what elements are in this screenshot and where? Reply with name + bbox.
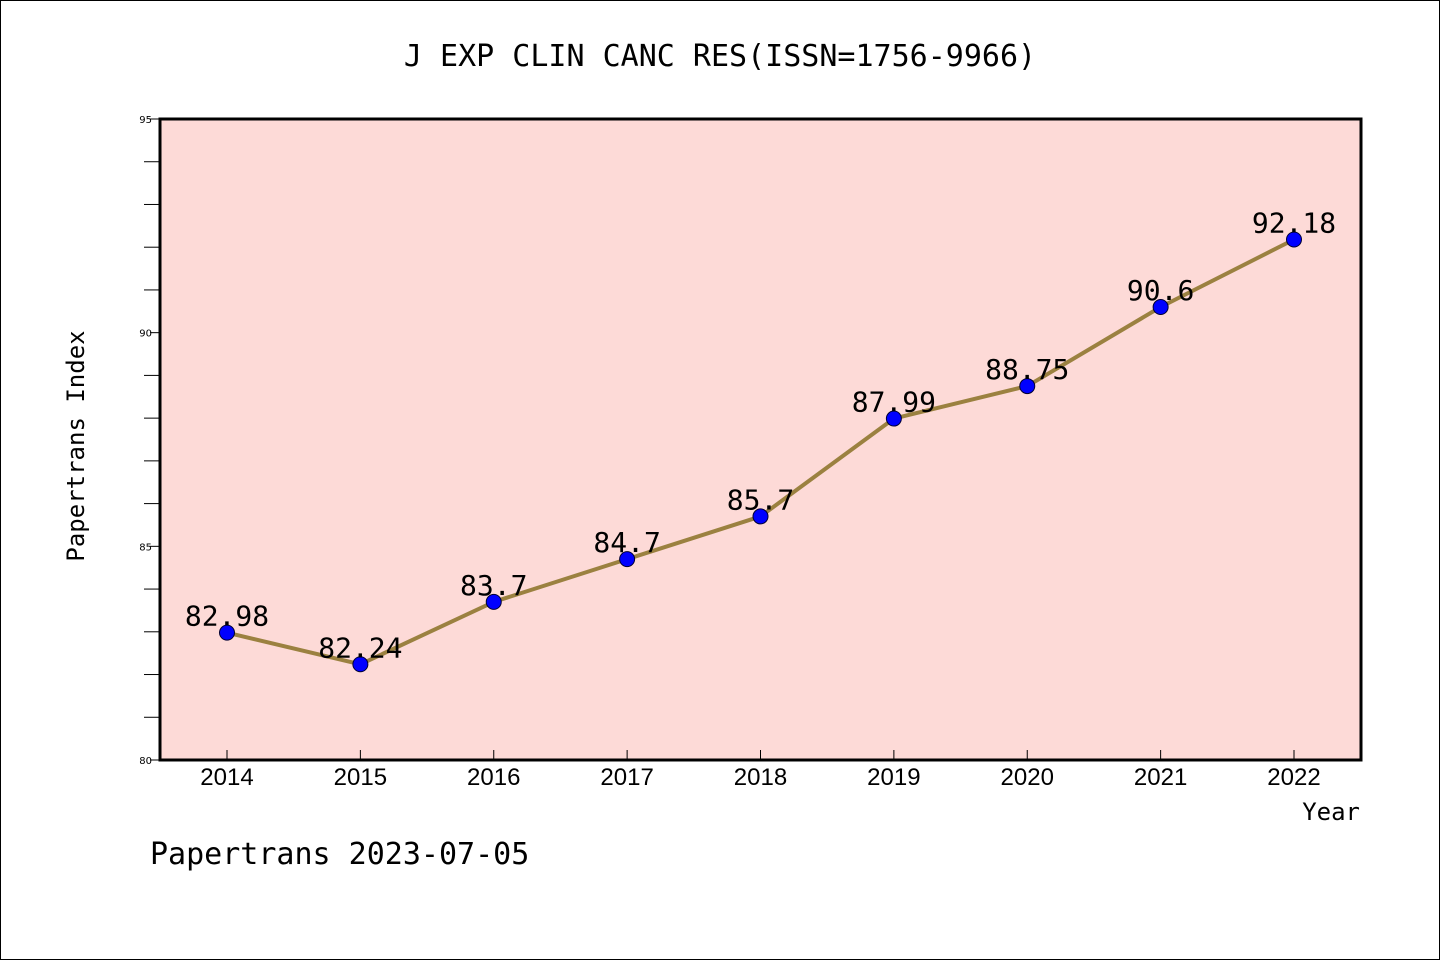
- x-tick-label: 2020: [1001, 764, 1054, 791]
- data-label: 85.7: [727, 483, 794, 516]
- data-labels: 82.98 82.24 83.7 84.7 85.7 87.99 88.75 90.6 92.1…: [185, 207, 1336, 665]
- data-label: 90.6: [1127, 274, 1194, 307]
- y-tick-label: 95: [139, 115, 152, 126]
- x-axis-label: Year: [1302, 798, 1360, 826]
- footer-text: Papertrans 2023-07-05: [150, 837, 529, 872]
- y-tick-label: 90: [139, 329, 152, 340]
- data-label: 82.24: [318, 631, 402, 664]
- x-tick-label: 2021: [1134, 764, 1187, 791]
- data-point: [485, 593, 502, 610]
- data-point: [619, 551, 636, 568]
- data-points: [219, 231, 1302, 673]
- data-point: [752, 508, 769, 525]
- data-point: [219, 624, 235, 641]
- data-label: 84.7: [593, 526, 660, 559]
- x-tick-label: 2022: [1267, 764, 1320, 791]
- x-tick-label: 2014: [200, 764, 253, 791]
- data-point: [885, 410, 902, 427]
- data-point: [1019, 378, 1036, 395]
- x-tick-label: 2018: [734, 764, 787, 791]
- x-tick-label: 2015: [334, 764, 387, 791]
- plot-area: [160, 119, 1361, 760]
- x-tick-label: 2016: [467, 764, 520, 791]
- plot-border: [158, 117, 1363, 762]
- data-label: 92.18: [1252, 207, 1336, 240]
- y-tick-label: 85: [139, 542, 152, 553]
- data-label: 87.99: [852, 386, 936, 419]
- x-tick-label: 2019: [867, 764, 920, 791]
- y-axis: 80 85 90 95: [139, 115, 160, 767]
- chart-title: J EXP CLIN CANC RES(ISSN=1756-9966): [404, 39, 1036, 74]
- x-tick-label: 2017: [600, 764, 653, 791]
- data-point: [1286, 231, 1302, 248]
- x-axis: 2014 2015 2016 2017 2018 2019 2020 2021 2022: [200, 750, 1321, 791]
- data-label: 83.7: [460, 569, 527, 602]
- y-axis-label: Papertrans Index: [62, 330, 90, 561]
- y-tick-label: 80: [139, 756, 152, 767]
- data-label: 82.98: [185, 600, 269, 633]
- data-point: [352, 656, 369, 673]
- data-label: 88.75: [985, 353, 1069, 386]
- data-point: [1152, 299, 1169, 316]
